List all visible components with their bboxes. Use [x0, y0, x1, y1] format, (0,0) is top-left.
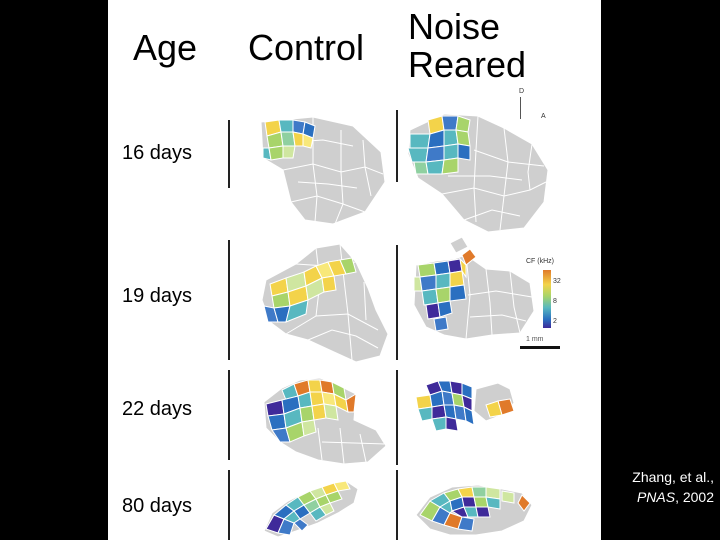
figure-panel: Age Control Noise Reared D A 16 days 19 … — [108, 0, 601, 540]
citation-authors: Zhang, et al., — [632, 469, 714, 485]
cf-legend-title: CF (kHz) — [526, 258, 554, 265]
column-separator — [396, 370, 398, 465]
cf-tick-8: 8 — [553, 298, 557, 305]
map-control-19-days — [261, 243, 389, 363]
column-separator — [228, 470, 230, 540]
dorsal-orientation-label: D — [519, 88, 525, 95]
anterior-orientation-label: A — [541, 113, 546, 120]
noise-header-line2: Reared — [408, 44, 527, 85]
scale-bar — [520, 346, 560, 349]
column-separator — [396, 110, 398, 182]
column-separator — [396, 470, 398, 540]
column-separator — [228, 240, 230, 360]
column-separator — [396, 245, 398, 360]
control-column-header: Control — [248, 27, 365, 68]
citation-source: PNAS, 2002 — [602, 487, 714, 507]
row-label-16-days: 16 days — [122, 142, 193, 164]
map-noise-16-days — [407, 113, 549, 233]
cf-legend: CF (kHz) 32 8 2 — [526, 258, 586, 353]
orientation-axis-line — [520, 97, 521, 119]
age-column-header: Age — [133, 27, 198, 68]
map-control-22-days — [263, 377, 387, 465]
cf-tick-2: 2 — [553, 318, 557, 325]
map-control-80-days — [263, 480, 359, 538]
citation-journal: PNAS — [636, 489, 676, 505]
map-noise-22-days — [415, 380, 515, 432]
row-label-19-days: 19 days — [122, 285, 193, 307]
row-label-80-days: 80 days — [122, 495, 193, 517]
scale-bar-label: 1 mm — [526, 336, 544, 343]
noise-reared-column-header: Noise Reared — [408, 8, 526, 84]
column-separator — [228, 370, 230, 460]
citation-year: , 2002 — [675, 489, 714, 505]
column-separator — [228, 120, 230, 188]
map-control-16-days — [260, 116, 386, 225]
map-noise-80-days — [415, 484, 533, 536]
noise-header-line1: Noise — [408, 6, 501, 47]
cf-color-bar — [543, 270, 551, 328]
row-label-22-days: 22 days — [122, 398, 193, 420]
cf-tick-32: 32 — [553, 278, 561, 285]
citation: Zhang, et al., PNAS, 2002 — [602, 467, 714, 507]
map-noise-19-days — [413, 236, 535, 340]
